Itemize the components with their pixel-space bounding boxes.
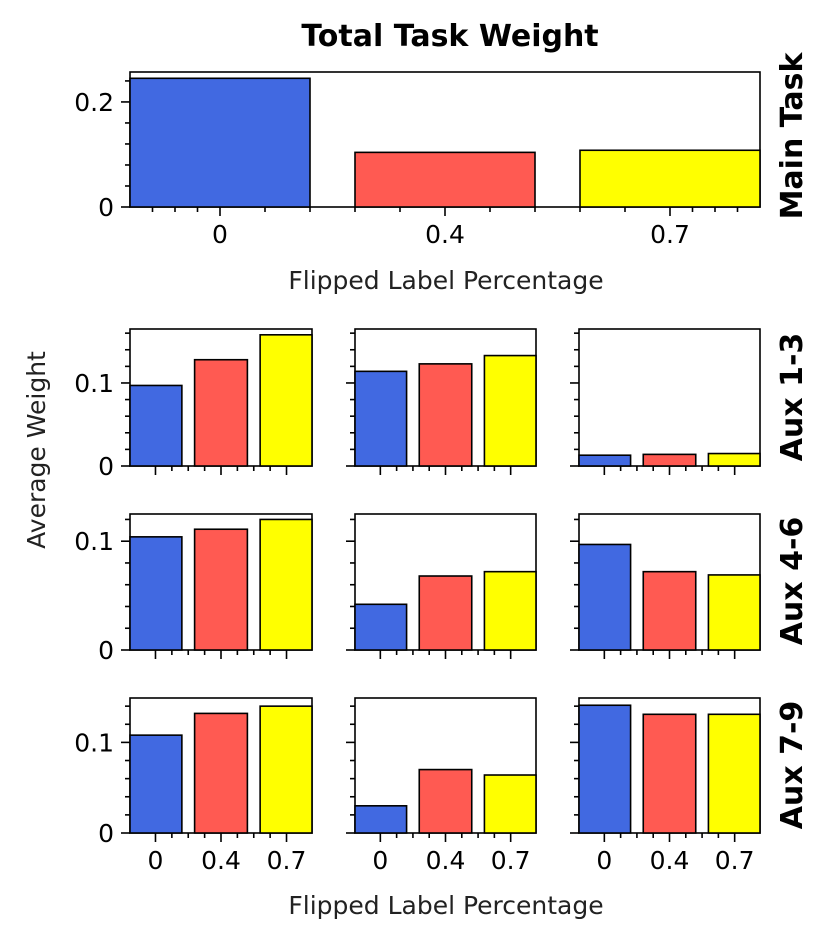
- top-x-axis-label: Flipped Label Percentage: [288, 266, 603, 295]
- r3c1-xtick-label: 0.4: [201, 846, 241, 875]
- bar-aux-8-0: [354, 805, 408, 834]
- bar-aux-7-0: [129, 734, 183, 834]
- bar-aux-4-0.7: [259, 518, 313, 651]
- bar-aux-9-0: [578, 704, 632, 834]
- r3c1-ytick-label: 0.1: [74, 728, 114, 757]
- bar-aux-3-0.4: [642, 453, 697, 467]
- bar-aux-9-0.7: [707, 713, 761, 834]
- bar-aux-2-0.4: [418, 363, 473, 467]
- bar-aux-8-0.4: [418, 768, 473, 834]
- r3c3-xtick-label: 0.7: [715, 846, 755, 875]
- y-axis-label: Average Weight: [22, 351, 51, 549]
- row-label-main-task: Main Task: [775, 52, 810, 220]
- bottom-x-axis-label: Flipped Label Percentage: [288, 891, 603, 920]
- bar-aux-6-0: [578, 543, 632, 651]
- r3c2-xtick-label: 0.7: [491, 846, 531, 875]
- r1c1-ytick-label: 0: [98, 452, 114, 481]
- plot-area: 0 0.2 0 0.4 0.7 0 0.1 0 0.1 0 0.1 0 0.4 0.7 0 0.4 0.7 0 0.…: [74, 71, 761, 875]
- bar-aux-5-0: [354, 603, 408, 651]
- bar-main-0: [129, 77, 311, 208]
- main-ytick-label: 0: [98, 193, 114, 222]
- bar-aux-1-0.4: [193, 358, 249, 467]
- bar-aux-6-0.7: [707, 574, 761, 651]
- bar-main-0.4: [354, 151, 536, 208]
- r3c1-ytick-label: 0: [98, 819, 114, 848]
- row-label-aux-7-9: Aux 7-9: [775, 701, 810, 830]
- bar-aux-1-0.7: [259, 334, 313, 467]
- bar-aux-2-0: [354, 370, 408, 467]
- r1c3-frame: [578, 328, 761, 467]
- chart-title: Total Task Weight: [301, 19, 598, 54]
- bar-aux-1-0: [129, 384, 183, 467]
- r3c3-xtick-label: 0: [596, 846, 612, 875]
- bar-aux-5-0.7: [483, 570, 537, 651]
- bar-main-0.7: [579, 149, 761, 208]
- bar-aux-8-0.7: [483, 774, 537, 834]
- bar-aux-3-0: [578, 454, 632, 467]
- main-ytick-label: 0.2: [74, 88, 114, 117]
- row-label-aux-1-3: Aux 1-3: [775, 333, 810, 462]
- bar-aux-9-0.4: [642, 713, 697, 834]
- r1c1-ytick-label: 0.1: [74, 369, 114, 398]
- bar-aux-4-0: [129, 536, 183, 651]
- r3c2-xtick-label: 0: [372, 846, 388, 875]
- bar-aux-6-0.4: [642, 570, 697, 651]
- main-xtick-label: 0: [212, 220, 228, 249]
- r3c1-xtick-label: 0.7: [267, 846, 307, 875]
- bar-aux-7-0.4: [193, 712, 249, 834]
- bar-aux-3-0.7: [707, 452, 761, 467]
- r2c1-ytick-label: 0.1: [74, 527, 114, 556]
- bar-aux-5-0.4: [418, 575, 473, 651]
- main-xtick-label: 0.7: [650, 220, 690, 249]
- bar-aux-7-0.7: [259, 705, 313, 834]
- row-label-aux-4-6: Aux 4-6: [775, 517, 810, 646]
- r3c2-xtick-label: 0.4: [426, 846, 466, 875]
- bar-aux-2-0.7: [483, 354, 537, 467]
- bar-aux-4-0.4: [193, 528, 249, 651]
- r3c3-xtick-label: 0.4: [650, 846, 690, 875]
- r3c1-xtick-label: 0: [148, 846, 164, 875]
- r2c1-ytick-label: 0: [98, 636, 114, 665]
- main-xtick-label: 0.4: [425, 220, 465, 249]
